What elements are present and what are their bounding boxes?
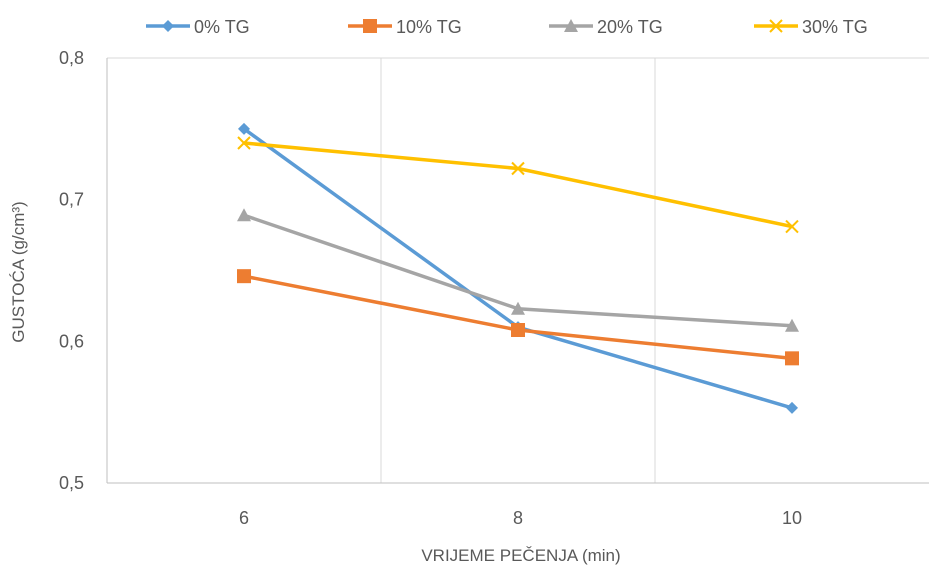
data-point-30pct-tg bbox=[785, 219, 799, 234]
x-tick-labels: 6 8 10 bbox=[239, 508, 802, 528]
data-point-20pct-tg bbox=[237, 208, 251, 222]
legend-label-0pct-tg: 0% TG bbox=[194, 17, 250, 37]
legend-marker-0pct-tg bbox=[162, 20, 174, 32]
gridlines bbox=[107, 57, 929, 483]
data-point-20pct-tg bbox=[511, 301, 525, 315]
axes bbox=[106, 58, 929, 484]
y-tick-label: 0,5 bbox=[59, 473, 84, 493]
series-group bbox=[237, 122, 799, 414]
y-tick-labels: 0,5 0,6 0,7 0,8 bbox=[59, 48, 84, 493]
legend: 0% TG 10% TG 20% TG 30% TG bbox=[146, 17, 868, 37]
series-line-0pct-tg bbox=[242, 127, 793, 410]
y-tick-label: 0,8 bbox=[59, 48, 84, 68]
data-point-0pct-tg bbox=[786, 401, 798, 414]
legend-marker-10pct-tg bbox=[363, 19, 377, 33]
legend-label-20pct-tg: 20% TG bbox=[597, 17, 663, 37]
legend-marker-30pct-tg bbox=[769, 19, 783, 33]
legend-marker-20pct-tg bbox=[564, 19, 578, 32]
data-point-30pct-tg-stroke bbox=[785, 219, 799, 234]
data-point-20pct-tg bbox=[785, 318, 799, 332]
data-point-10pct-tg bbox=[511, 323, 525, 337]
x-tick-label: 8 bbox=[513, 508, 523, 528]
x-axis-title: VRIJEME PEČENJA (min) bbox=[421, 546, 620, 565]
data-point-10pct-tg bbox=[785, 351, 799, 366]
x-tick-label: 6 bbox=[239, 508, 249, 528]
data-point-0pct-tg bbox=[238, 122, 250, 135]
data-point-30pct-tg-stroke bbox=[511, 161, 525, 176]
series-line-10pct-tg bbox=[243, 274, 793, 361]
series-line-30pct-tg bbox=[243, 141, 793, 229]
data-point-30pct-tg bbox=[237, 136, 251, 150]
data-point-30pct-tg bbox=[511, 161, 525, 176]
legend-label-10pct-tg: 10% TG bbox=[396, 17, 462, 37]
legend-label-30pct-tg: 30% TG bbox=[802, 17, 868, 37]
y-tick-label: 0,6 bbox=[59, 331, 84, 351]
data-point-30pct-tg-stroke bbox=[237, 136, 251, 150]
x-tick-label: 10 bbox=[782, 508, 802, 528]
y-tick-label: 0,7 bbox=[59, 190, 84, 210]
legend-marker-30pct-tg-stroke bbox=[769, 19, 783, 33]
data-point-10pct-tg bbox=[237, 269, 251, 284]
y-axis-title: GUSTOĆA (g/cm³) bbox=[9, 201, 28, 342]
